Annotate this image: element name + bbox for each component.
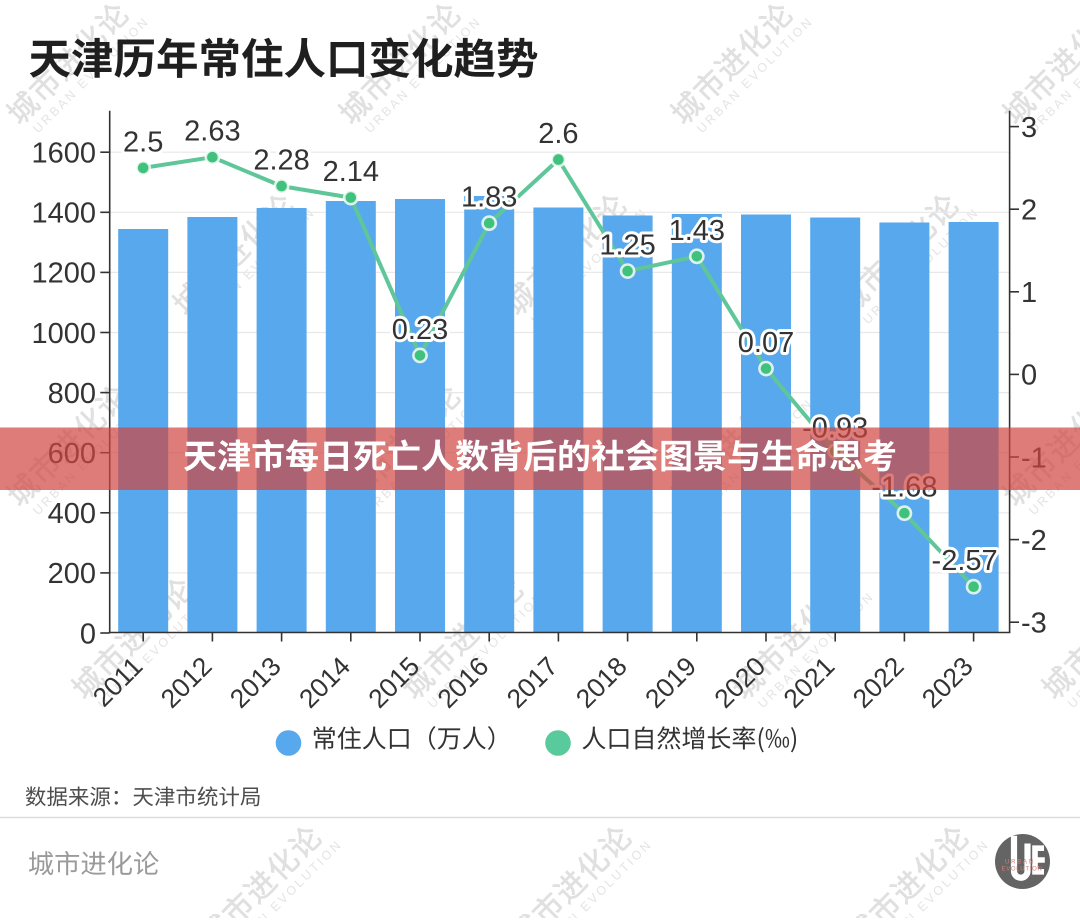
svg-text:0.07: 0.07 <box>738 327 794 359</box>
svg-text:2.6: 2.6 <box>538 118 578 150</box>
svg-text:-2.57: -2.57 <box>932 545 998 577</box>
svg-text:0: 0 <box>1021 360 1037 392</box>
svg-text:1.43: 1.43 <box>669 215 725 247</box>
svg-text:0.23: 0.23 <box>392 314 448 346</box>
svg-text:1.83: 1.83 <box>461 182 517 214</box>
svg-text:1: 1 <box>1021 277 1037 309</box>
svg-text:800: 800 <box>48 378 96 410</box>
svg-text:2.5: 2.5 <box>123 126 163 158</box>
svg-text:2: 2 <box>1021 195 1037 227</box>
svg-text:400: 400 <box>48 498 96 530</box>
svg-text:200: 200 <box>48 558 96 590</box>
svg-text:1200: 1200 <box>31 258 96 290</box>
svg-text:0: 0 <box>80 618 96 650</box>
svg-text:URBAN: URBAN <box>1005 860 1035 866</box>
svg-text:1400: 1400 <box>31 198 96 230</box>
svg-text:1600: 1600 <box>31 138 96 170</box>
svg-text:2.28: 2.28 <box>253 145 309 177</box>
svg-text:-3: -3 <box>1021 608 1047 640</box>
svg-text:3: 3 <box>1021 112 1037 144</box>
svg-text:1.25: 1.25 <box>599 230 655 262</box>
svg-text:2.14: 2.14 <box>323 156 379 188</box>
svg-text:EVOLUTION: EVOLUTION <box>1002 867 1043 873</box>
svg-text:-2: -2 <box>1021 525 1047 557</box>
svg-text:1000: 1000 <box>31 318 96 350</box>
svg-text:2.63: 2.63 <box>184 116 240 148</box>
